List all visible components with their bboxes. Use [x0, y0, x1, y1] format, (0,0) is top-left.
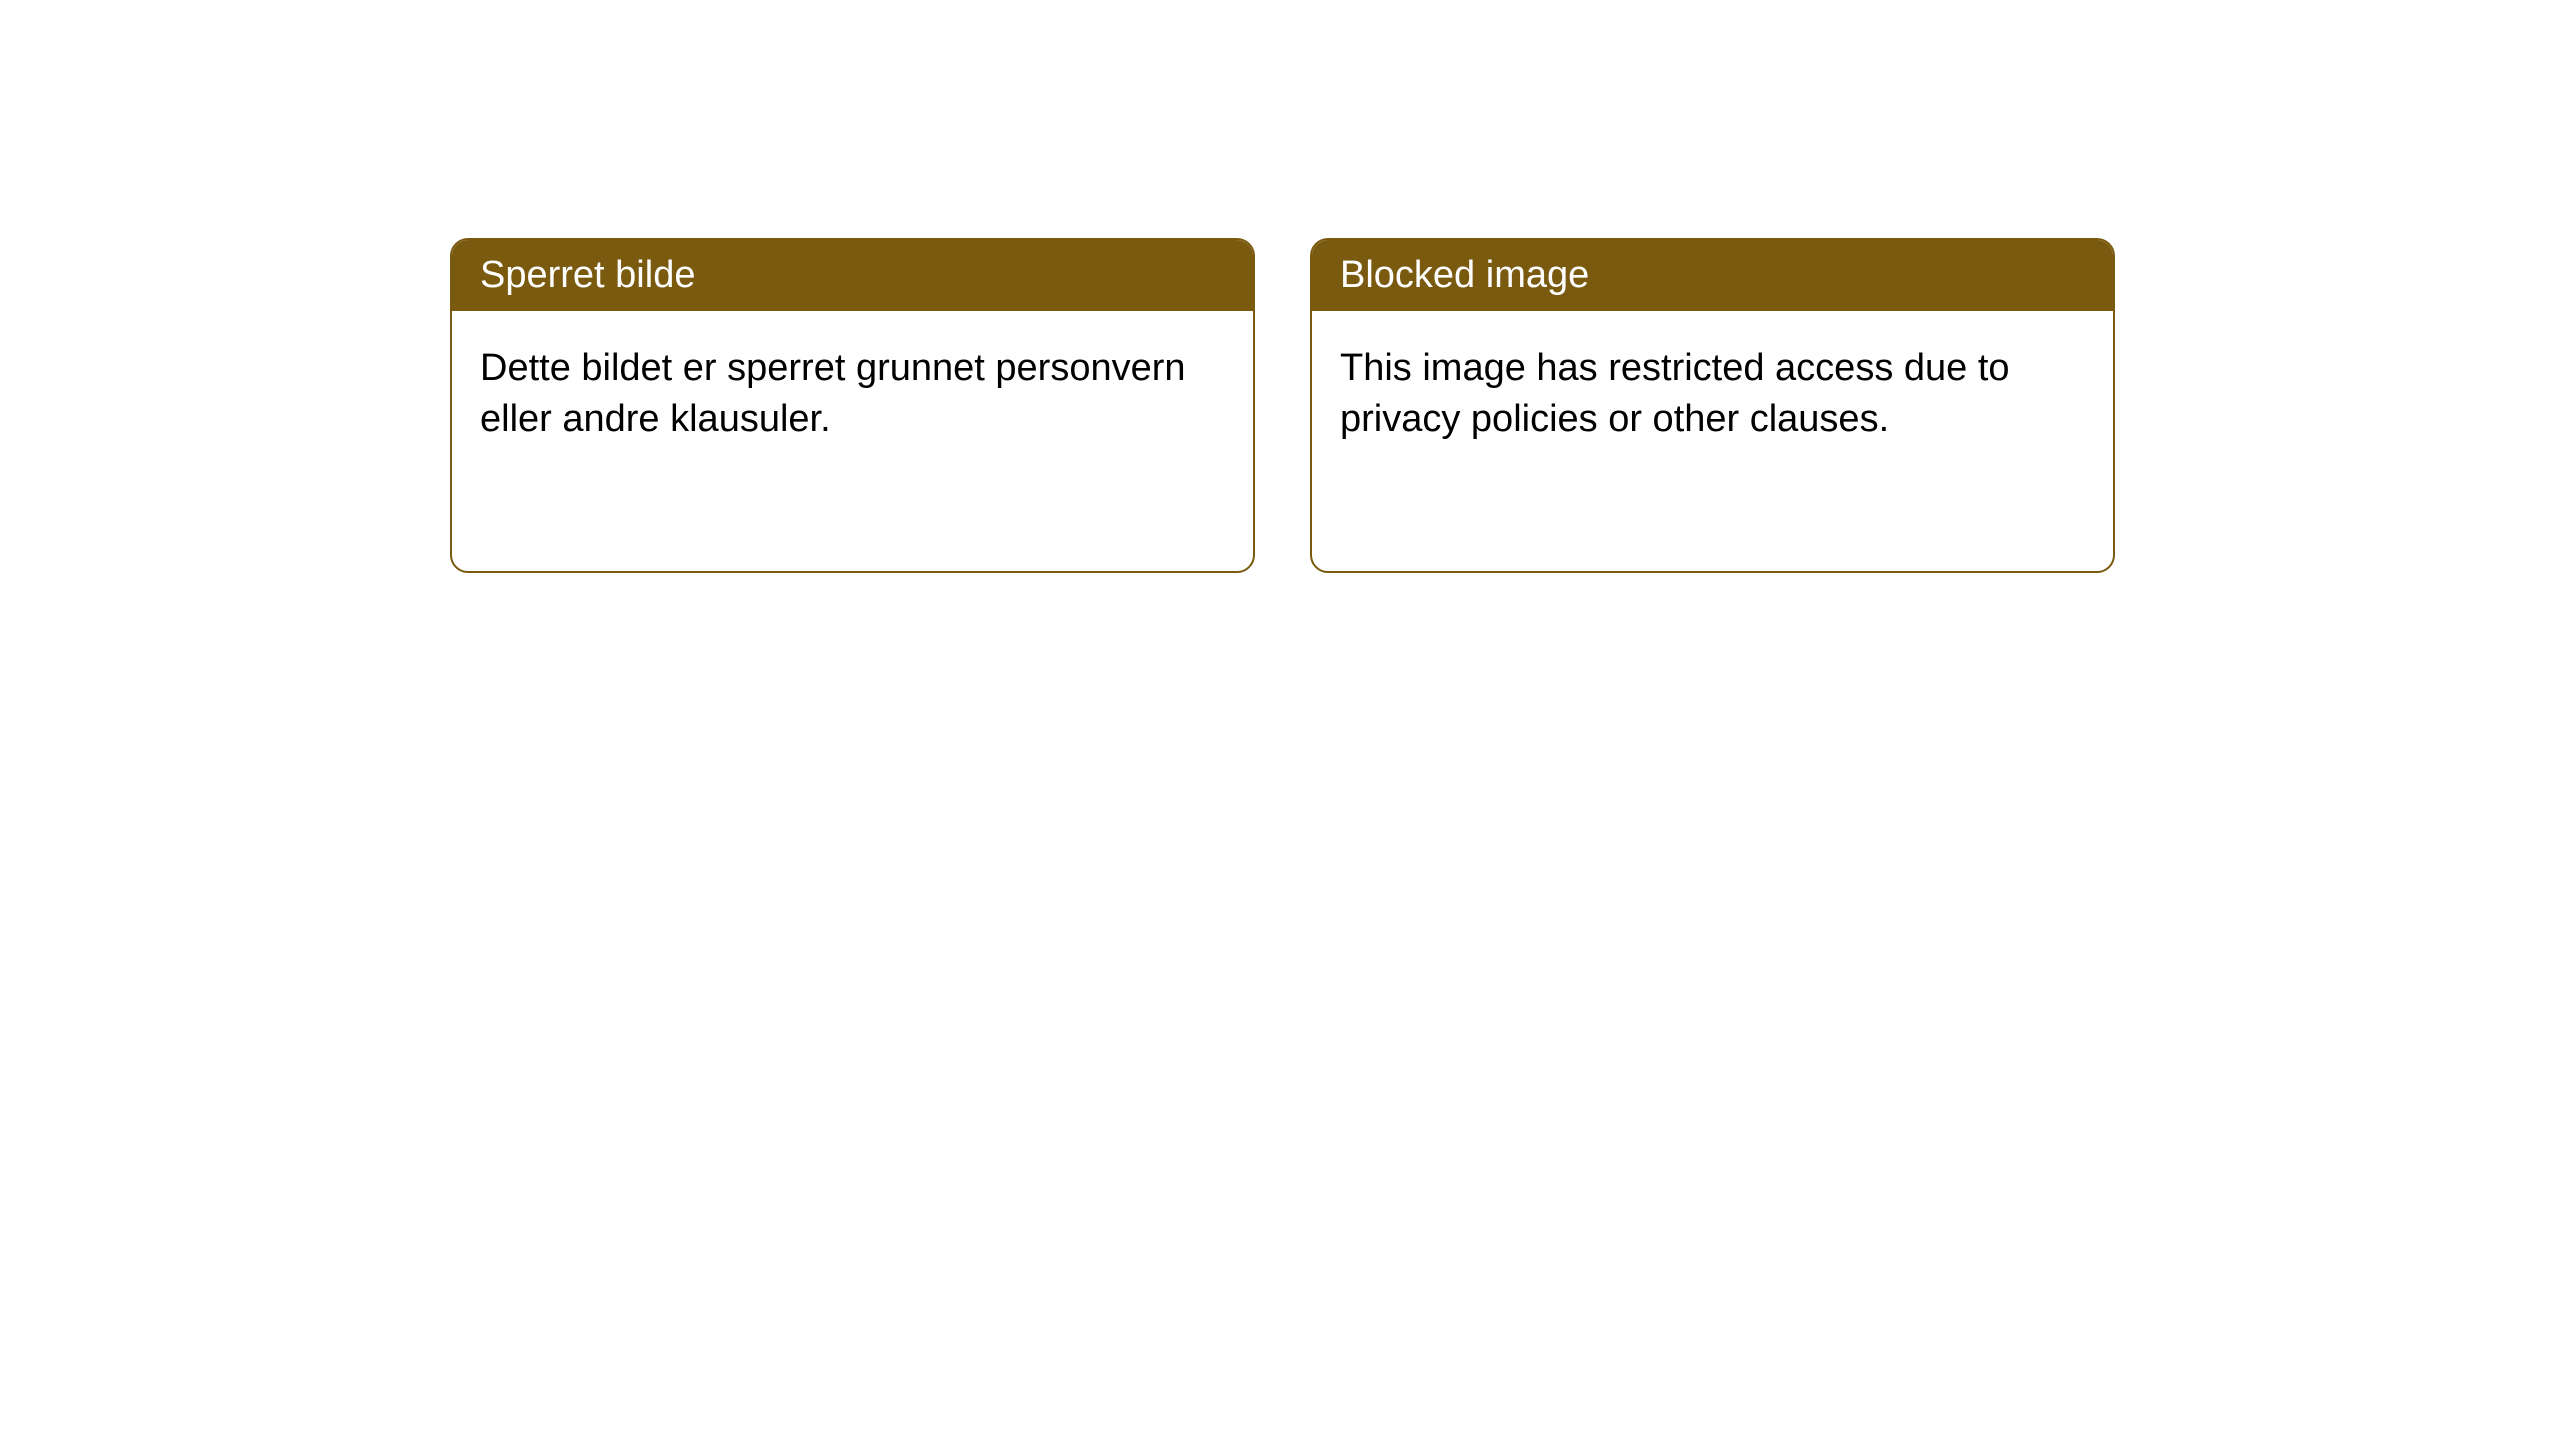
- card-norwegian: Sperret bilde Dette bildet er sperret gr…: [450, 238, 1255, 573]
- card-header: Sperret bilde: [452, 240, 1253, 311]
- card-body-text: This image has restricted access due to …: [1340, 347, 2010, 440]
- card-english: Blocked image This image has restricted …: [1310, 238, 2115, 573]
- card-title: Blocked image: [1340, 254, 1589, 296]
- cards-container: Sperret bilde Dette bildet er sperret gr…: [450, 238, 2115, 573]
- card-body-text: Dette bildet er sperret grunnet personve…: [480, 347, 1186, 440]
- card-body: Dette bildet er sperret grunnet personve…: [452, 311, 1253, 478]
- card-title: Sperret bilde: [480, 254, 695, 296]
- card-header: Blocked image: [1312, 240, 2113, 311]
- card-body: This image has restricted access due to …: [1312, 311, 2113, 478]
